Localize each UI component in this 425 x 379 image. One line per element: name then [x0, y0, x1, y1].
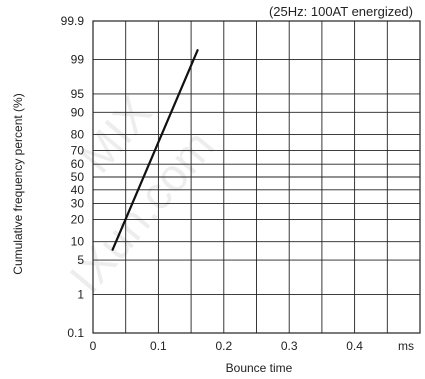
y-axis-label: Cumulative frequency percent (%)	[11, 93, 25, 274]
y-tick-label: 0.1	[67, 326, 84, 340]
y-tick-label: 50	[71, 170, 85, 184]
chart-annotation: (25Hz: 100AT energized)	[269, 4, 413, 19]
series-line	[111, 49, 199, 251]
y-tick-label: 60	[71, 157, 85, 171]
x-tick-label: 0	[90, 339, 97, 353]
y-tick-label: 20	[71, 212, 85, 226]
y-tick-label: 95	[71, 87, 85, 101]
x-tick-label: 0.1	[150, 339, 167, 353]
y-tick-label: 40	[71, 183, 85, 197]
x-tick-label: 0.2	[215, 339, 232, 353]
y-tick-label: 1	[77, 287, 84, 301]
x-tick-labels: 0 0.1 0.2 0.3 0.4	[90, 339, 364, 353]
series-layer	[111, 49, 199, 251]
y-tick-label: 30	[71, 196, 85, 210]
x-tick-label: 0.3	[281, 339, 298, 353]
grid	[92, 20, 421, 334]
plot-frame	[92, 20, 421, 334]
y-tick-label: 70	[71, 144, 85, 158]
x-axis-label: Bounce time	[226, 361, 293, 375]
y-tick-label: 5	[77, 253, 84, 267]
x-tick-label: 0.4	[346, 339, 363, 353]
y-tick-label: 99	[71, 53, 85, 67]
y-tick-label: 90	[71, 105, 85, 119]
y-tick-label: 99.9	[61, 14, 85, 28]
x-unit-label: ms	[398, 339, 414, 353]
y-tick-label: 10	[71, 235, 85, 249]
y-tick-label: 80	[71, 128, 85, 142]
